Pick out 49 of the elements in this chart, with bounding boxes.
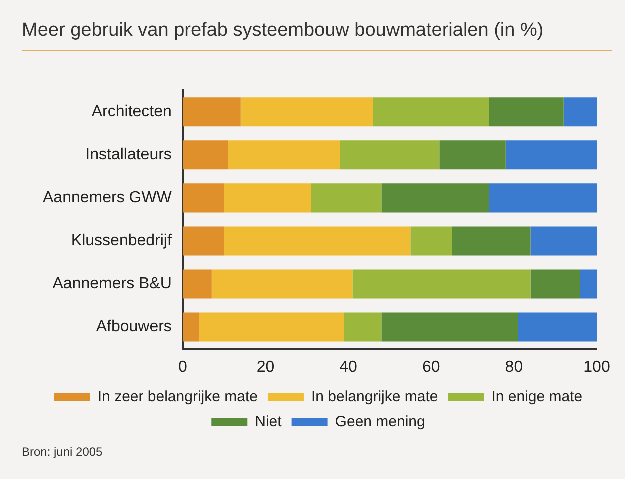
bar [530,270,580,299]
bar [382,184,490,213]
bar [224,226,411,256]
x-tick-label: 0 [178,358,188,376]
bar [530,226,597,256]
bar [340,140,440,170]
bar [182,226,224,256]
bar [440,140,506,170]
y-tick-label: Aannemers GWW [42,190,173,207]
bar [182,98,241,127]
bar [212,270,353,299]
y-tick-label: Afbouwers [96,318,172,336]
x-tick-label: 60 [422,358,440,376]
legend-label: In belangrijke mate [311,388,438,406]
bar [182,184,224,213]
legend-label: Niet [255,414,283,431]
legend-label: In zeer belangrijke mate [98,388,258,406]
bar [564,98,597,127]
x-tick-label: 20 [256,358,275,376]
x-tick-label: 80 [505,358,524,376]
bar [311,184,382,213]
y-tick-label: Installateurs [86,146,172,164]
bar [182,140,228,170]
legend-label: Geen mening [335,414,426,431]
y-tick-label: Aannemers B&U [52,276,172,293]
bar [352,270,531,299]
chart-title: Meer gebruik van prefab systeembouw bouwmaterialen (in %) [22,20,612,51]
bar [182,312,200,342]
x-tick-label: 100 [584,358,610,376]
bar [344,312,382,342]
bar [518,312,597,342]
bar [228,140,340,170]
bar [489,184,597,213]
bar [580,270,597,299]
bar [373,98,490,127]
bar [224,184,312,213]
legend-label: In enige mate [492,388,583,406]
x-tick-label: 40 [340,358,358,376]
text: Bron: juni 2005 [22,445,103,459]
y-tick-label: Klussenbedrijf [71,232,172,250]
bar [410,226,452,256]
y-tick-label: Architecten [92,104,172,121]
bar [382,312,518,342]
bar [199,312,344,342]
bar [240,98,374,127]
bar [506,140,597,170]
bar [452,226,531,256]
bar [489,98,564,127]
bar [182,270,212,299]
